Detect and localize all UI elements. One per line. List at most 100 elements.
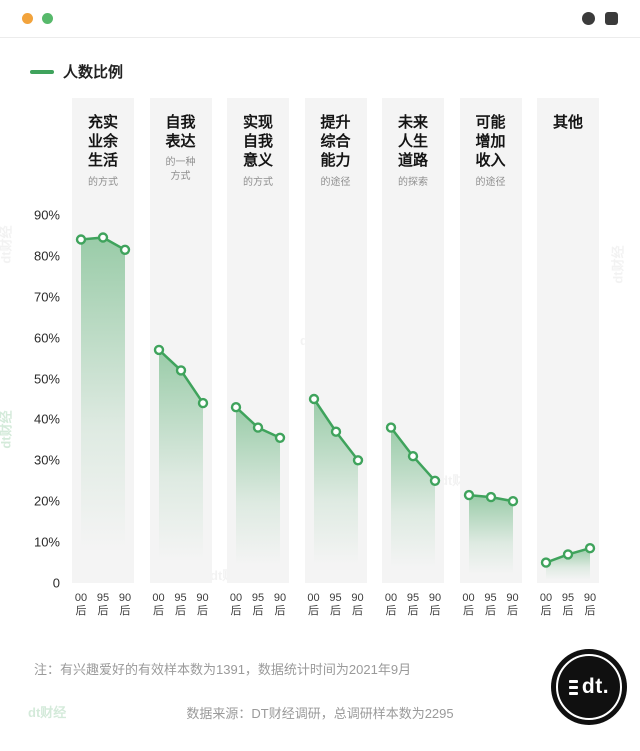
x-label-line1: 00 <box>74 592 88 604</box>
x-axis-label: 00 后 <box>533 592 559 617</box>
title-line: 综合 <box>320 133 351 151</box>
area-fill <box>158 349 203 583</box>
subtitle-line: 方式 <box>170 171 191 183</box>
area-fill <box>391 427 435 583</box>
panel-title: 充实 业余 生活 <box>72 98 134 171</box>
x-label-line1: 00 <box>384 592 398 604</box>
panel-title: 其他 <box>537 98 599 132</box>
x-axis-label: 95 后 <box>400 592 426 617</box>
subtitle-line: 的探索 <box>398 176 428 188</box>
panel-title: 自我 表达 <box>150 98 212 151</box>
x-axis-label: 90 后 <box>422 592 448 617</box>
x-label-line1: 00 <box>307 592 320 604</box>
chart-panel: 自我 表达 的一种 方式 <box>149 98 212 583</box>
data-point <box>230 401 242 413</box>
title-line: 提升 <box>320 114 351 131</box>
x-label-line1: 90 <box>428 592 442 604</box>
legend-label: 人数比例 <box>63 64 124 81</box>
x-axis-label: 95 后 <box>555 592 581 617</box>
data-point <box>175 365 186 376</box>
green-dot-icon <box>42 13 53 24</box>
data-point <box>485 491 496 503</box>
title-line: 表达 <box>165 133 196 151</box>
panel-subtitle: 的方式 <box>227 176 289 190</box>
panel-subtitle: 的探索 <box>382 176 444 190</box>
x-label-line2: 后 <box>352 604 363 617</box>
data-point <box>584 543 596 554</box>
x-label-line2: 后 <box>507 604 518 617</box>
title-line: 生活 <box>87 152 118 170</box>
x-axis-label: 90 后 <box>345 592 371 617</box>
dt-logo: dt. <box>551 649 627 725</box>
data-point <box>507 496 518 507</box>
x-label-line2: 后 <box>330 604 341 617</box>
title-line: 充实 <box>87 114 118 131</box>
panel-title: 未来 人生 道路 <box>382 98 444 171</box>
x-axis-label: 00 后 <box>146 592 172 617</box>
x-label-line2: 后 <box>562 604 574 617</box>
panel-subtitle: 的途径 <box>305 176 367 190</box>
x-label-line1: 90 <box>506 592 519 604</box>
y-axis-label: 20% <box>33 493 60 509</box>
data-point <box>385 422 397 433</box>
x-axis-label: 00 后 <box>68 592 94 617</box>
title-line: 其他 <box>552 114 583 131</box>
x-axis-label: 00 后 <box>378 592 404 617</box>
x-label-line2: 后 <box>97 604 109 617</box>
panel-line-series <box>385 422 441 583</box>
x-label-line2: 后 <box>385 604 397 617</box>
title-line: 意义 <box>242 152 273 170</box>
x-axis-label: 00 后 <box>223 592 249 617</box>
data-point <box>119 244 131 255</box>
y-axis-label: 70% <box>33 289 60 305</box>
y-axis-label: 90% <box>33 207 60 223</box>
x-label-line1: 00 <box>462 592 475 604</box>
footnote: 注：有兴趣爱好的有效样本数为1391，数据统计时间为2021年9月 <box>34 662 412 677</box>
chart-panel: 可能 增加 收入 的途径 <box>459 98 522 583</box>
panel-line-series <box>463 489 518 583</box>
area-fill <box>236 407 280 583</box>
subtitle-line: 的途径 <box>475 176 506 188</box>
x-label-line2: 后 <box>485 604 496 617</box>
x-axis-labels: 00 后 95 后 90 后 <box>227 592 289 626</box>
data-point <box>75 234 87 245</box>
x-label-line2: 后 <box>75 604 87 617</box>
x-axis-label: 95 后 <box>168 592 194 617</box>
data-point <box>540 557 552 568</box>
x-label-line1: 95 <box>96 592 110 604</box>
x-label-line1: 90 <box>583 592 597 604</box>
x-axis-labels: 00 后 95 后 90 后 <box>382 592 444 626</box>
data-point <box>197 397 208 409</box>
x-label-line1: 95 <box>174 592 187 604</box>
panel-line-series <box>540 543 596 583</box>
title-line: 收入 <box>475 152 506 170</box>
y-axis-label: 0 <box>52 575 60 591</box>
title-line: 自我 <box>242 133 273 151</box>
x-label-line1: 00 <box>229 592 243 604</box>
y-axis-label: 80% <box>33 248 60 264</box>
y-axis-label: 30% <box>33 452 60 468</box>
y-axis-label: 50% <box>33 371 60 387</box>
x-label-line1: 90 <box>273 592 287 604</box>
chart-panel: 充实 业余 生活 的方式 <box>72 98 134 583</box>
subtitle-line: 的方式 <box>88 176 118 188</box>
title-line: 未来 <box>397 114 428 131</box>
x-label-line2: 后 <box>274 604 286 617</box>
title-line: 可能 <box>475 114 506 131</box>
x-label-line1: 00 <box>539 592 553 604</box>
x-label-line2: 后 <box>252 604 264 617</box>
area-fill <box>546 548 590 583</box>
x-axis-label: 90 后 <box>577 592 603 617</box>
y-axis-label: 60% <box>33 330 60 346</box>
title-line: 增加 <box>475 133 506 151</box>
x-label-line2: 后 <box>463 604 474 617</box>
x-label-line2: 后 <box>119 604 131 617</box>
x-axis-labels: 00 后 95 后 90 后 <box>537 592 599 626</box>
legend-line-marker <box>30 69 54 74</box>
data-point <box>562 549 574 560</box>
y-axis-label: 10% <box>33 534 60 550</box>
orange-dot-icon <box>22 13 33 24</box>
chart-panel: 其他 <box>537 98 599 583</box>
x-axis-label: 90 后 <box>267 592 293 617</box>
x-axis-label: 90 后 <box>112 592 138 617</box>
